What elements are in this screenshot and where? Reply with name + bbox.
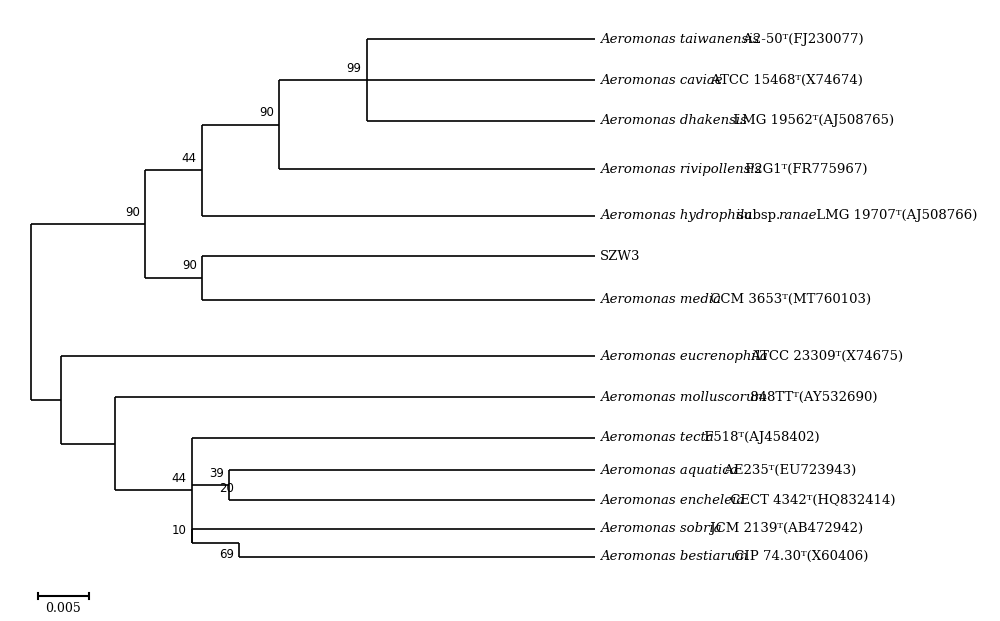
Text: Aeromonas caviae: Aeromonas caviae	[600, 73, 723, 86]
Text: SZW3: SZW3	[600, 250, 641, 263]
Text: P2G1ᵀ(FR775967): P2G1ᵀ(FR775967)	[741, 163, 868, 176]
Text: Aeromonas encheleia: Aeromonas encheleia	[600, 494, 744, 507]
Text: 20: 20	[219, 481, 234, 494]
Text: Aeromonas tecta: Aeromonas tecta	[600, 431, 714, 444]
Text: Aeromonas taiwanensis: Aeromonas taiwanensis	[600, 33, 759, 46]
Text: CIP 74.30ᵀ(X60406): CIP 74.30ᵀ(X60406)	[730, 550, 868, 563]
Text: AE235ᵀ(EU723943): AE235ᵀ(EU723943)	[720, 464, 857, 477]
Text: 69: 69	[219, 548, 234, 561]
Text: 10: 10	[172, 524, 187, 537]
Text: Aeromonas media: Aeromonas media	[600, 293, 721, 306]
Text: 848TTᵀ(AY532690): 848TTᵀ(AY532690)	[746, 391, 878, 404]
Text: Aeromonas eucrenophila: Aeromonas eucrenophila	[600, 350, 768, 363]
Text: LMG 19707ᵀ(AJ508766): LMG 19707ᵀ(AJ508766)	[812, 209, 977, 222]
Text: 44: 44	[172, 472, 187, 485]
Text: Aeromonas molluscorum: Aeromonas molluscorum	[600, 391, 767, 404]
Text: Aeromonas bestiarum: Aeromonas bestiarum	[600, 550, 748, 563]
Text: 39: 39	[209, 466, 224, 479]
Text: 44: 44	[182, 152, 197, 165]
Text: CECT 4342ᵀ(HQ832414): CECT 4342ᵀ(HQ832414)	[726, 494, 896, 507]
Text: F518ᵀ(AJ458402): F518ᵀ(AJ458402)	[700, 431, 819, 444]
Text: 90: 90	[182, 260, 197, 273]
Text: 90: 90	[259, 106, 274, 119]
Text: 99: 99	[346, 61, 361, 75]
Text: ATCC 23309ᵀ(X74675): ATCC 23309ᵀ(X74675)	[747, 350, 903, 363]
Text: JCM 2139ᵀ(AB472942): JCM 2139ᵀ(AB472942)	[706, 522, 864, 535]
Text: 0.005: 0.005	[45, 602, 81, 615]
Text: ranae: ranae	[778, 209, 817, 222]
Text: CCM 3653ᵀ(MT760103): CCM 3653ᵀ(MT760103)	[706, 293, 871, 306]
Text: Aeromonas hydrophila: Aeromonas hydrophila	[600, 209, 752, 222]
Text: Aeromonas rivipollensis: Aeromonas rivipollensis	[600, 163, 761, 176]
Text: 90: 90	[125, 206, 140, 219]
Text: ATCC 15468ᵀ(X74674): ATCC 15468ᵀ(X74674)	[707, 73, 863, 86]
Text: Aeromonas dhakensis: Aeromonas dhakensis	[600, 114, 747, 127]
Text: LMG 19562ᵀ(AJ508765): LMG 19562ᵀ(AJ508765)	[729, 114, 894, 127]
Text: A2-50ᵀ(FJ230077): A2-50ᵀ(FJ230077)	[739, 33, 864, 46]
Text: Aeromonas aquatica: Aeromonas aquatica	[600, 464, 738, 477]
Text: subsp.: subsp.	[733, 209, 785, 222]
Text: Aeromonas sobria: Aeromonas sobria	[600, 522, 722, 535]
